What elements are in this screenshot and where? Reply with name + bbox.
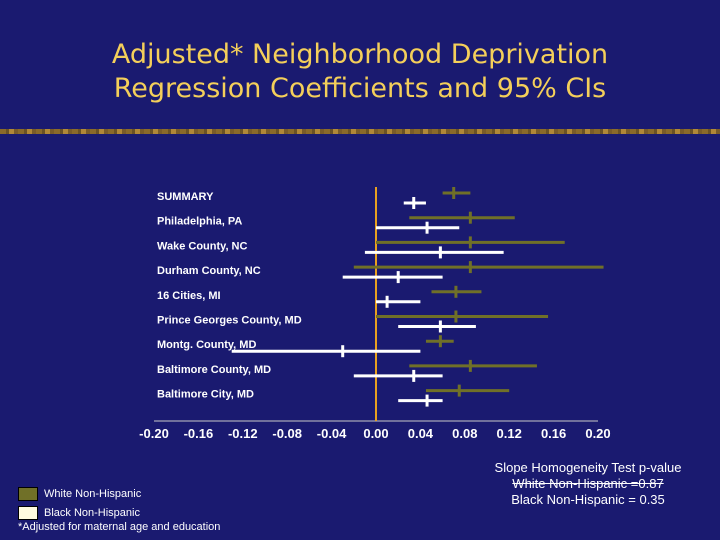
legend-item-black: Black Non-Hispanic bbox=[18, 503, 141, 522]
footnote: *Adjusted for maternal age and education bbox=[18, 521, 221, 533]
x-tick-label: 0.08 bbox=[452, 426, 477, 441]
row-label: Prince Georges County, MD bbox=[157, 315, 302, 327]
decorative-divider bbox=[0, 129, 720, 134]
homogeneity-test: Slope Homogeneity Test p-value White Non… bbox=[468, 460, 708, 508]
x-tick-label: -0.12 bbox=[228, 426, 258, 441]
title-line-2: Regression Coefficients and 95% CIs bbox=[113, 73, 607, 104]
row-label: SUMMARY bbox=[157, 191, 214, 203]
title-line-1: Adjusted* Neighborhood Deprivation bbox=[111, 39, 609, 70]
x-tick-label: 0.04 bbox=[408, 426, 434, 441]
x-tick-label: -0.20 bbox=[139, 426, 169, 441]
homogeneity-black: Black Non-Hispanic = 0.35 bbox=[511, 492, 665, 507]
row-label: Wake County, NC bbox=[157, 240, 248, 252]
x-tick-label: -0.16 bbox=[184, 426, 214, 441]
legend-swatch-white bbox=[18, 486, 38, 501]
x-tick-label: 0.12 bbox=[497, 426, 522, 441]
row-label: 16 Cities, MI bbox=[157, 290, 221, 302]
x-tick-label: 0.00 bbox=[363, 426, 388, 441]
homogeneity-white: White Non-Hispanic =0.87 bbox=[512, 476, 664, 491]
x-tick-label: -0.08 bbox=[272, 426, 302, 441]
row-label: Durham County, NC bbox=[157, 265, 261, 277]
x-tick-label: 0.20 bbox=[585, 426, 610, 441]
legend: White Non-Hispanic Black Non-Hispanic bbox=[18, 484, 141, 522]
legend-label-white: White Non-Hispanic bbox=[44, 487, 142, 500]
legend-label-black: Black Non-Hispanic bbox=[44, 506, 140, 519]
slide-title: Adjusted* Neighborhood Deprivation Regre… bbox=[0, 38, 720, 106]
legend-item-white: White Non-Hispanic bbox=[18, 484, 141, 503]
x-tick-label: -0.04 bbox=[317, 426, 347, 441]
row-label: Baltimore County, MD bbox=[157, 364, 271, 376]
x-tick-label: 0.16 bbox=[541, 426, 566, 441]
row-label: Baltimore City, MD bbox=[157, 389, 254, 401]
row-label: Philadelphia, PA bbox=[157, 216, 242, 228]
legend-swatch-black bbox=[18, 505, 38, 520]
row-label: Montg. County, MD bbox=[157, 339, 256, 351]
homogeneity-heading: Slope Homogeneity Test p-value bbox=[494, 460, 682, 475]
